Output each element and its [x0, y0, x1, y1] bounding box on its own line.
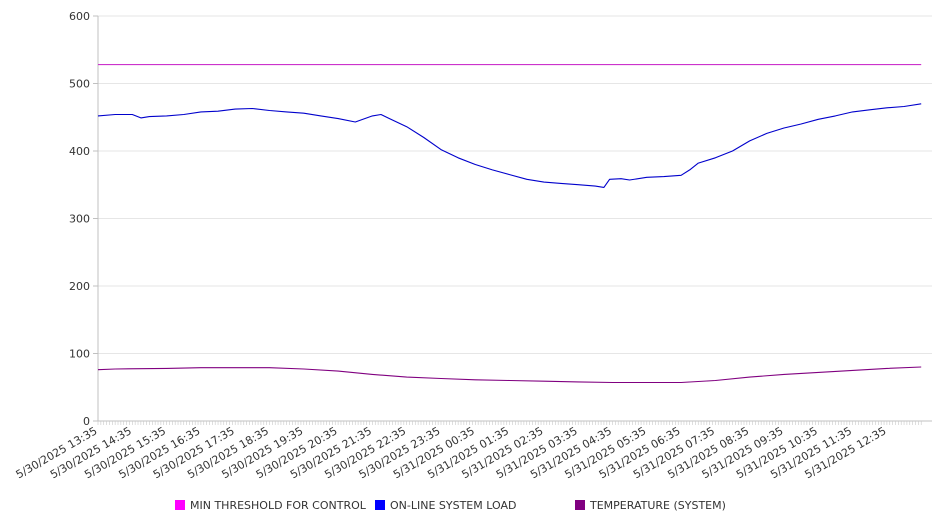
y-tick-label: 300 [69, 213, 90, 226]
legend-swatch [575, 500, 585, 510]
y-tick-label: 100 [69, 348, 90, 361]
axes [93, 15, 932, 425]
series-line-2 [97, 366, 922, 384]
series-lines [97, 64, 922, 384]
y-tick-label: 600 [69, 10, 90, 23]
legend: MIN THRESHOLD FOR CONTROL ON-LINE SYSTEM … [175, 499, 726, 512]
y-tick-label: 0 [83, 415, 90, 428]
legend-label: TEMPERATURE (SYSTEM) [589, 499, 726, 512]
legend-label: MIN THRESHOLD FOR CONTROL [190, 499, 367, 512]
legend-label: ON-LINE SYSTEM LOAD [390, 499, 516, 512]
x-tick-labels: 5/30/2025 13:355/30/2025 14:355/30/2025 … [14, 424, 889, 481]
y-tick-label: 400 [69, 145, 90, 158]
series-line-1 [97, 103, 922, 188]
y-tick-label: 200 [69, 280, 90, 293]
gridlines [98, 15, 932, 354]
y-tick-label: 500 [69, 78, 90, 91]
legend-swatch [375, 500, 385, 510]
legend-swatch [175, 500, 185, 510]
y-tick-labels: 0 100 200 300 400 500 600 [69, 10, 90, 428]
